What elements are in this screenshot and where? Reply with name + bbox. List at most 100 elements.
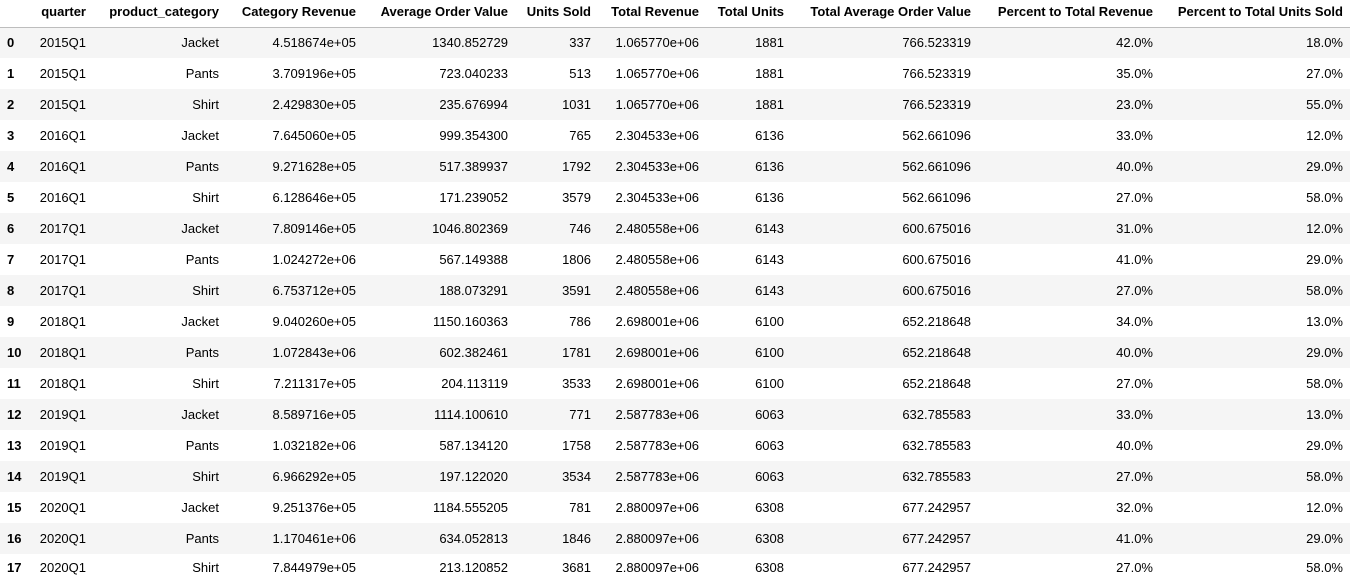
total-average-order-value-header: Total Average Order Value bbox=[791, 0, 978, 28]
category-revenue-cell: 9.271628e+05 bbox=[272, 159, 356, 174]
percent-to-total-revenue-cell: 42.0% bbox=[1116, 35, 1153, 51]
table-row: 6 2017Q1 Jacket 7.809146e+05 1046.802369 746 2… bbox=[0, 213, 1350, 244]
product-category-cell: Shirt bbox=[192, 190, 219, 205]
quarter-cell: 2017Q1 bbox=[39, 283, 86, 298]
index-header bbox=[0, 0, 27, 28]
units-sold-cell: 1792 bbox=[562, 159, 591, 174]
row-index: 4 bbox=[7, 159, 15, 174]
percent-to-total-units-sold-cell: 58.0% bbox=[1306, 190, 1343, 205]
average-order-value-cell: 517.389937 bbox=[439, 159, 508, 174]
category-revenue-cell: 9.251376e+05 bbox=[272, 500, 356, 515]
row-index: 2 bbox=[7, 97, 15, 112]
product-category-cell: Jacket bbox=[181, 407, 219, 422]
total-units-cell: 1881 bbox=[755, 35, 784, 51]
average-order-value-cell: 999.354300 bbox=[439, 128, 508, 143]
total-average-order-value-cell: 766.523319 bbox=[902, 97, 971, 112]
average-order-value-cell: 723.040233 bbox=[439, 66, 508, 81]
total-average-order-value-cell: 677.242957 bbox=[902, 560, 971, 575]
table-row: 12 2019Q1 Jacket 8.589716e+05 1114.100610 771… bbox=[0, 399, 1350, 430]
percent-to-total-revenue-cell: 34.0% bbox=[1116, 314, 1153, 329]
total-revenue-cell: 2.587783e+06 bbox=[615, 407, 699, 422]
category-revenue-cell: 9.040260e+05 bbox=[272, 314, 356, 329]
percent-to-total-revenue-cell: 27.0% bbox=[1116, 190, 1153, 205]
total-units-cell: 6308 bbox=[755, 560, 784, 575]
table-row: 11 2018Q1 Shirt 7.211317e+05 204.113119 3533 2… bbox=[0, 368, 1350, 399]
percent-to-total-revenue-cell: 32.0% bbox=[1116, 500, 1153, 515]
quarter-header: quarter bbox=[27, 0, 93, 28]
product-category-cell: Pants bbox=[185, 438, 219, 453]
total-revenue-cell: 2.480558e+06 bbox=[615, 221, 699, 236]
quarter-cell: 2019Q1 bbox=[39, 469, 86, 484]
category-revenue-cell: 1.024272e+06 bbox=[272, 252, 356, 267]
product-category-cell: Pants bbox=[185, 159, 219, 174]
percent-to-total-revenue-cell: 40.0% bbox=[1116, 345, 1153, 360]
percent-to-total-revenue-cell: 33.0% bbox=[1116, 128, 1153, 143]
row-index: 7 bbox=[7, 252, 15, 267]
product-category-cell: Shirt bbox=[192, 469, 219, 484]
category-revenue-cell: 1.032182e+06 bbox=[272, 438, 356, 453]
percent-to-total-units-sold-cell: 12.0% bbox=[1306, 128, 1343, 143]
units-sold-cell: 1846 bbox=[562, 531, 591, 546]
header-row: quarter product_category Category Revenue A… bbox=[0, 0, 1350, 28]
row-index: 0 bbox=[7, 35, 15, 51]
row-index: 16 bbox=[7, 531, 22, 546]
units-sold-cell: 1806 bbox=[562, 252, 591, 267]
total-average-order-value-cell: 562.661096 bbox=[902, 159, 971, 174]
units-sold-cell: 1031 bbox=[562, 97, 591, 112]
category-revenue-cell: 1.072843e+06 bbox=[272, 345, 356, 360]
row-index: 3 bbox=[7, 128, 15, 143]
table-row: 3 2016Q1 Jacket 7.645060e+05 999.354300 765 2.… bbox=[0, 120, 1350, 151]
quarter-cell: 2015Q1 bbox=[39, 35, 86, 51]
total-units-cell: 6063 bbox=[755, 469, 784, 484]
total-units-cell: 1881 bbox=[755, 66, 784, 81]
product-category-cell: Jacket bbox=[181, 221, 219, 236]
percent-to-total-revenue-cell: 41.0% bbox=[1116, 252, 1153, 267]
percent-to-total-units-sold-cell: 29.0% bbox=[1306, 252, 1343, 267]
category-revenue-cell: 6.966292e+05 bbox=[272, 469, 356, 484]
table-row: 16 2020Q1 Pants 1.170461e+06 634.052813 1846 2… bbox=[0, 523, 1350, 554]
total-revenue-cell: 2.480558e+06 bbox=[615, 283, 699, 298]
total-average-order-value-cell: 652.218648 bbox=[902, 314, 971, 329]
row-index: 6 bbox=[7, 221, 15, 236]
product-category-cell: Shirt bbox=[192, 560, 219, 575]
total-average-order-value-cell: 677.242957 bbox=[902, 500, 971, 515]
quarter-cell: 2015Q1 bbox=[39, 66, 86, 81]
total-units-cell: 6308 bbox=[755, 500, 784, 515]
units-sold-cell: 513 bbox=[569, 66, 591, 81]
quarter-cell: 2015Q1 bbox=[39, 97, 86, 112]
total-units-cell: 6100 bbox=[755, 345, 784, 360]
quarter-cell: 2018Q1 bbox=[39, 376, 86, 391]
product-category-cell: Jacket bbox=[181, 314, 219, 329]
category-revenue-header: Category Revenue bbox=[226, 0, 363, 28]
average-order-value-cell: 1150.160363 bbox=[433, 314, 508, 329]
percent-to-total-units-sold-cell: 58.0% bbox=[1306, 376, 1343, 391]
percent-to-total-units-sold-cell: 58.0% bbox=[1306, 560, 1343, 575]
average-order-value-cell: 197.122020 bbox=[439, 469, 508, 484]
total-average-order-value-cell: 766.523319 bbox=[902, 66, 971, 81]
percent-to-total-units-sold-cell: 58.0% bbox=[1306, 283, 1343, 298]
percent-to-total-units-sold-cell: 13.0% bbox=[1306, 314, 1343, 329]
table-row: 14 2019Q1 Shirt 6.966292e+05 197.122020 3534 2… bbox=[0, 461, 1350, 492]
average-order-value-cell: 235.676994 bbox=[439, 97, 508, 112]
category-revenue-cell: 7.645060e+05 bbox=[272, 128, 356, 143]
table-row: 15 2020Q1 Jacket 9.251376e+05 1184.555205 781… bbox=[0, 492, 1350, 523]
percent-to-total-revenue-cell: 40.0% bbox=[1116, 438, 1153, 453]
total-revenue-cell: 2.304533e+06 bbox=[615, 128, 699, 143]
row-index: 12 bbox=[7, 407, 22, 422]
product-category-cell: Jacket bbox=[181, 128, 219, 143]
table-row: 4 2016Q1 Pants 9.271628e+05 517.389937 1792 2.… bbox=[0, 151, 1350, 182]
total-revenue-cell: 2.880097e+06 bbox=[615, 531, 699, 546]
total-units-cell: 6143 bbox=[755, 221, 784, 236]
total-average-order-value-cell: 600.675016 bbox=[902, 221, 971, 236]
quarter-cell: 2017Q1 bbox=[39, 221, 86, 236]
percent-to-total-revenue-header: Percent to Total Revenue bbox=[978, 0, 1160, 28]
total-average-order-value-cell: 562.661096 bbox=[902, 128, 971, 143]
category-revenue-cell: 7.844979e+05 bbox=[272, 560, 356, 575]
category-revenue-cell: 8.589716e+05 bbox=[272, 407, 356, 422]
units-sold-cell: 1781 bbox=[562, 345, 591, 360]
table-row: 5 2016Q1 Shirt 6.128646e+05 171.239052 3579 2.… bbox=[0, 182, 1350, 213]
total-units-cell: 6136 bbox=[755, 128, 784, 143]
total-units-cell: 6136 bbox=[755, 190, 784, 205]
total-revenue-cell: 2.304533e+06 bbox=[615, 190, 699, 205]
